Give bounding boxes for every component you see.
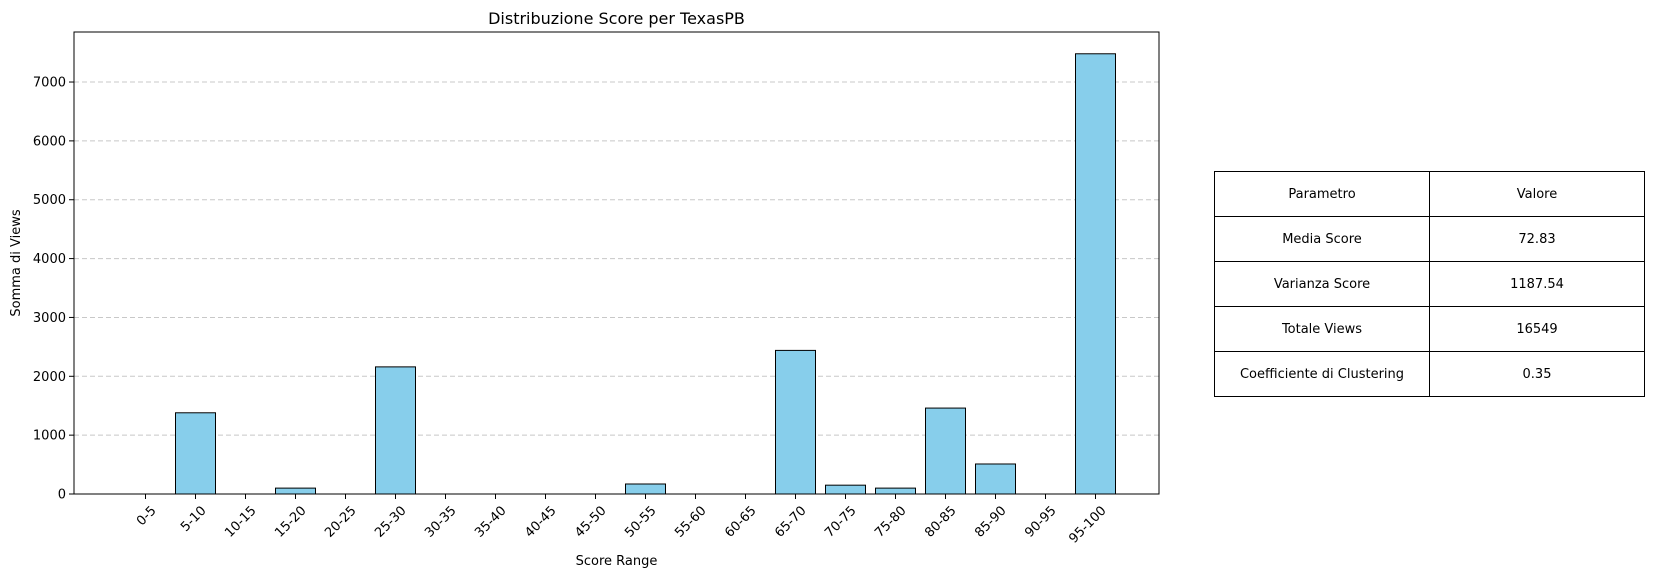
x-tick-label: 70-75	[822, 503, 859, 540]
table-header-row: Parametro Valore	[1214, 171, 1645, 217]
x-tick-label: 0-5	[134, 503, 160, 529]
table-cell: 1187.54	[1429, 261, 1645, 307]
chart-title: Distribuzione Score per TexasPB	[488, 9, 745, 28]
bar	[925, 407, 966, 495]
bars	[175, 53, 1116, 495]
x-tick-label: 35-40	[472, 503, 509, 540]
stats-table: Parametro Valore Media Score 72.83 Varia…	[1214, 171, 1645, 397]
bar	[825, 484, 866, 495]
x-tick-label: 60-65	[722, 503, 759, 540]
x-tick-label: 5-10	[178, 503, 209, 534]
y-tick-label: 0	[58, 488, 66, 503]
bar	[625, 483, 666, 495]
table-cell: Totale Views	[1214, 306, 1430, 352]
table-cell: 72.83	[1429, 216, 1645, 262]
bar	[275, 487, 316, 495]
table-cell: Media Score	[1214, 216, 1430, 262]
bar	[775, 349, 816, 495]
x-tick-label: 90-95	[1022, 503, 1059, 540]
x-tick-label: 75-80	[872, 503, 909, 540]
y-tick-label: 6000	[33, 134, 66, 149]
x-tick-label: 10-15	[222, 503, 259, 540]
table-cell: Varianza Score	[1214, 261, 1430, 307]
table-row: Varianza Score 1187.54	[1214, 261, 1645, 307]
bar	[875, 487, 916, 495]
table-cell: Coefficiente di Clustering	[1214, 351, 1430, 397]
y-tick-label: 3000	[33, 311, 66, 326]
plot-frame	[73, 31, 1160, 495]
bar	[975, 463, 1016, 495]
y-tick-label: 5000	[33, 193, 66, 208]
table-header-cell: Valore	[1429, 171, 1645, 217]
table-cell: 0.35	[1429, 351, 1645, 397]
y-axis-label: Somma di Views	[9, 209, 24, 316]
table-cell: 16549	[1429, 306, 1645, 352]
x-axis-ticks: 0-5 5-10 10-15 15-20 20-25 25-30 30-35 35-40 40-…	[134, 494, 1110, 547]
x-axis-label: Score Range	[576, 554, 658, 569]
x-tick-label: 50-55	[622, 503, 659, 540]
x-tick-label: 15-20	[272, 503, 309, 540]
bar	[175, 412, 216, 495]
x-tick-label: 95-100	[1066, 503, 1109, 546]
table-header-cell: Parametro	[1214, 171, 1430, 217]
table-row: Totale Views 16549	[1214, 306, 1645, 352]
x-tick-label: 65-70	[772, 503, 809, 540]
x-tick-label: 30-35	[422, 503, 459, 540]
x-tick-label: 40-45	[522, 503, 559, 540]
bar	[1075, 53, 1116, 495]
x-tick-label: 25-30	[372, 503, 409, 540]
bar	[375, 366, 416, 495]
bar-chart: 0 1000 2000 3000 4000 5000 6000 7000 0-5 5-10 10-…	[9, 9, 1160, 569]
x-tick-label: 55-60	[672, 503, 709, 540]
y-tick-label: 2000	[33, 370, 66, 385]
grid-lines	[74, 81, 1159, 436]
y-tick-label: 4000	[33, 252, 66, 267]
x-tick-label: 85-90	[972, 503, 1009, 540]
y-tick-label: 7000	[33, 76, 66, 91]
x-tick-label: 45-50	[572, 503, 609, 540]
y-tick-label: 1000	[33, 429, 66, 444]
x-tick-label: 20-25	[322, 503, 359, 540]
x-tick-label: 80-85	[922, 503, 959, 540]
table-row: Coefficiente di Clustering 0.35	[1214, 351, 1645, 397]
table-row: Media Score 72.83	[1214, 216, 1645, 262]
y-axis-ticks: 0 1000 2000 3000 4000 5000 6000 7000	[33, 76, 74, 503]
